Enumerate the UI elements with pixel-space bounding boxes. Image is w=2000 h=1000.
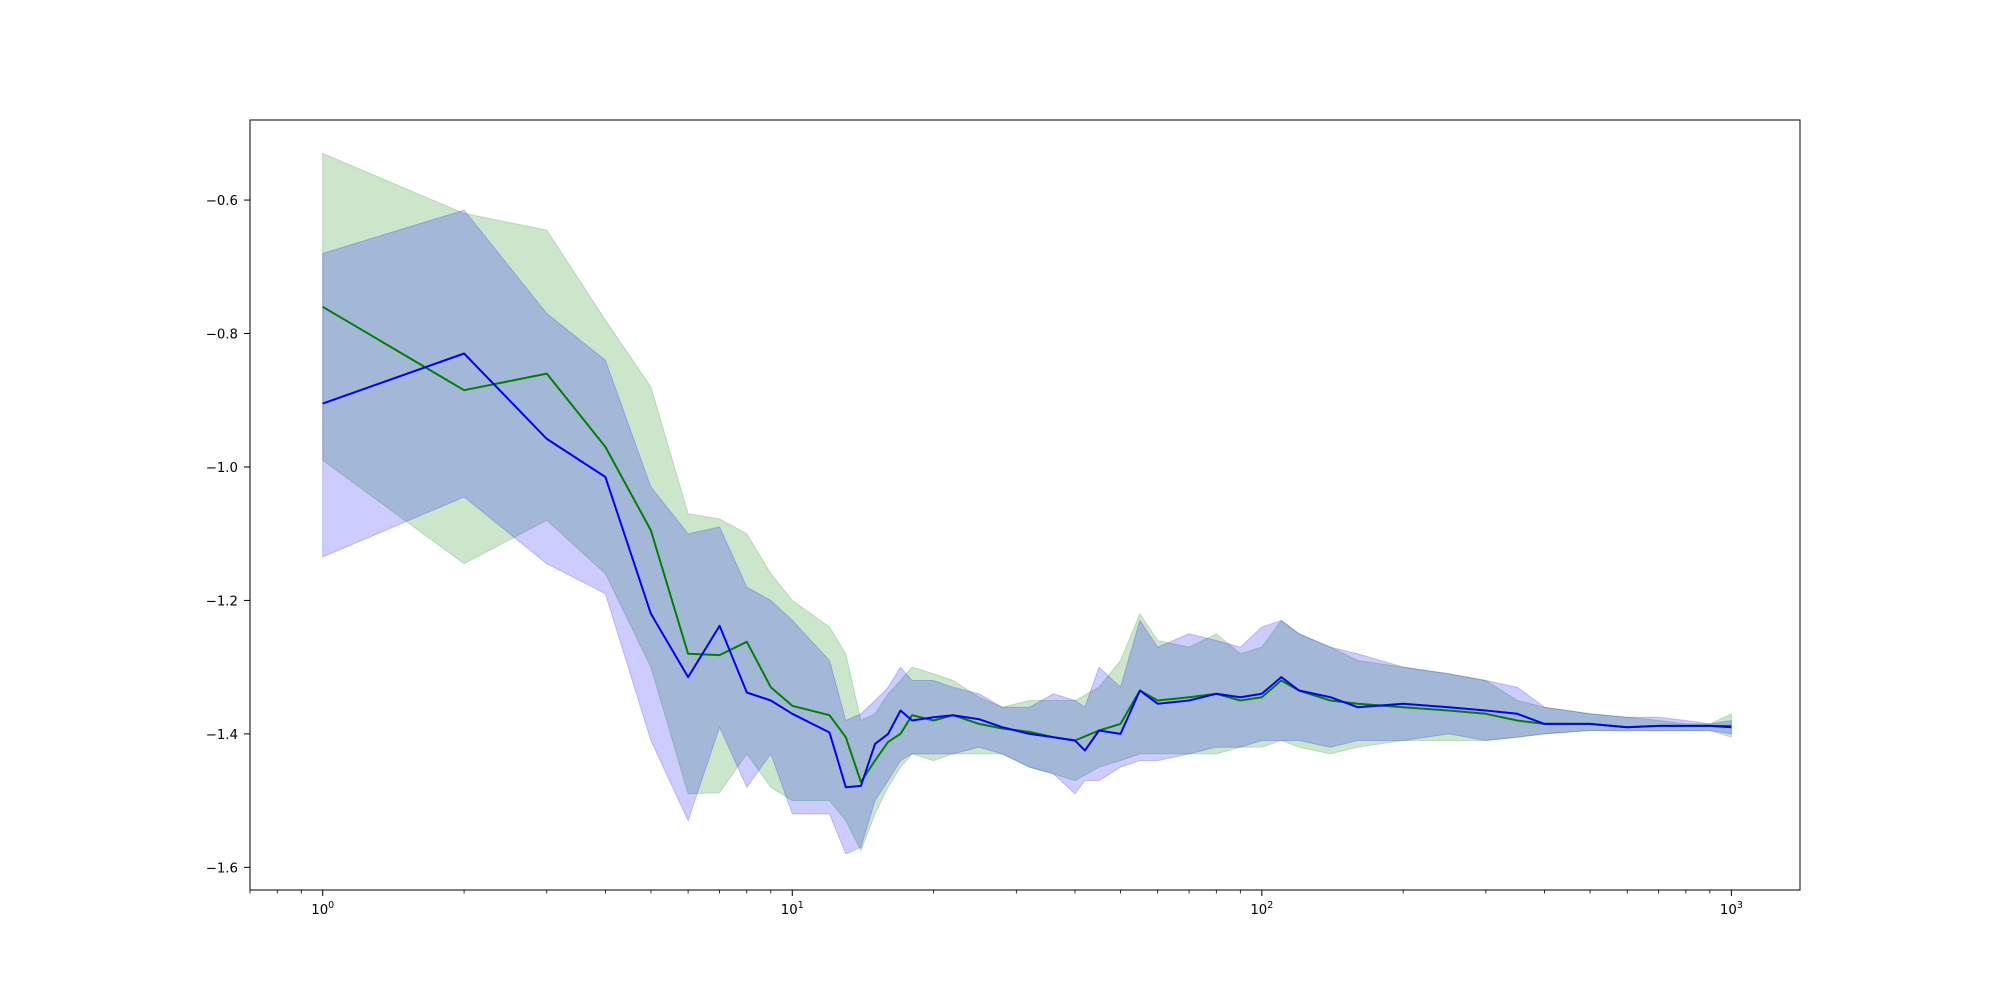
x-tick-label: 101 bbox=[781, 900, 804, 918]
series-1-confidence-band bbox=[322, 209, 1732, 855]
y-axis: −0.6 −0.8 −1.0 −1.2 −1.4 −1.6 bbox=[206, 194, 250, 876]
x-axis: 100 101 102 103 bbox=[249, 890, 1743, 918]
y-tick-label: −1.2 bbox=[206, 594, 238, 609]
y-tick-label: −0.6 bbox=[206, 194, 238, 209]
x-tick-label: 103 bbox=[1720, 900, 1743, 918]
y-tick-label: −1.6 bbox=[206, 861, 238, 876]
bands-layer bbox=[322, 152, 1732, 855]
x-tick-label: 100 bbox=[311, 900, 334, 918]
series-0-confidence-band bbox=[322, 152, 1732, 852]
plot-frame bbox=[249, 119, 1801, 891]
series-1-mean-line bbox=[322, 352, 1732, 789]
lines-layer bbox=[322, 305, 1732, 789]
y-tick-label: −1.0 bbox=[206, 461, 238, 476]
y-tick-label: −1.4 bbox=[206, 728, 238, 743]
y-tick-label: −0.8 bbox=[206, 328, 238, 343]
x-tick-label: 102 bbox=[1250, 900, 1273, 918]
